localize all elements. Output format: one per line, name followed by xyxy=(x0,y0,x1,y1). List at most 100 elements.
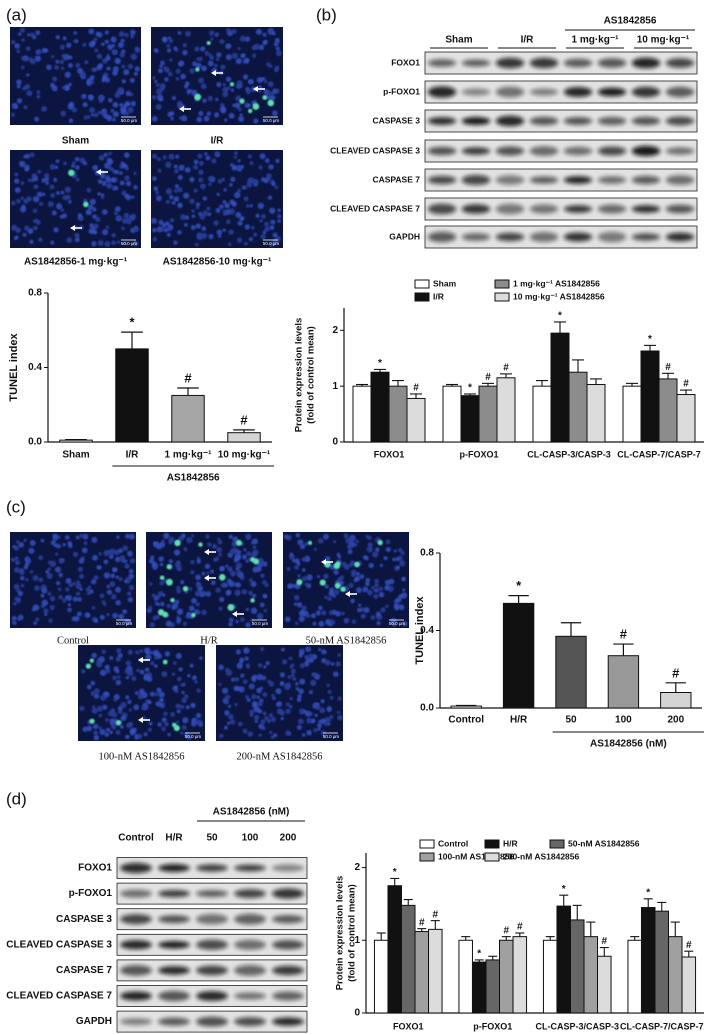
nucleus xyxy=(41,587,48,594)
nucleus xyxy=(327,596,332,601)
nucleus xyxy=(105,225,110,229)
nucleus xyxy=(306,729,312,736)
nucleus xyxy=(350,598,355,604)
blot-band xyxy=(597,116,627,126)
nucleus xyxy=(380,607,386,613)
nucleus xyxy=(60,208,65,212)
nucleus xyxy=(92,214,97,219)
nucleus xyxy=(114,57,121,65)
tunel-positive xyxy=(334,582,341,589)
nucleus xyxy=(259,686,264,690)
blot-band xyxy=(563,146,593,156)
nucleus xyxy=(242,679,248,685)
blot-lane-label: Sham xyxy=(445,35,472,46)
x-tick-label: CL-CASP-7/CASP-7 xyxy=(620,1021,704,1031)
nucleus xyxy=(92,723,99,730)
blot-band xyxy=(196,913,228,925)
nucleus xyxy=(197,719,203,726)
nucleus xyxy=(129,558,136,564)
nucleus xyxy=(280,647,285,652)
arrow-head xyxy=(211,70,216,76)
nucleus xyxy=(226,27,231,33)
nucleus xyxy=(18,32,22,36)
nucleus xyxy=(93,693,100,699)
nucleus xyxy=(139,649,144,654)
nucleus xyxy=(54,165,59,170)
nucleus xyxy=(100,694,107,701)
nucleus xyxy=(155,88,163,95)
nucleus xyxy=(204,152,208,156)
nucleus xyxy=(122,609,128,615)
bar xyxy=(442,385,462,443)
nucleus xyxy=(68,118,74,123)
nucleus xyxy=(89,79,95,85)
blot-band xyxy=(665,116,695,126)
nucleus xyxy=(127,649,133,655)
nucleus xyxy=(194,680,198,684)
nucleus xyxy=(224,118,228,122)
nucleus xyxy=(276,708,283,715)
micrograph: 50.0 μm Control xyxy=(10,532,136,646)
nucleus xyxy=(98,94,104,101)
significance: # xyxy=(620,627,628,642)
nucleus xyxy=(11,226,16,231)
scale-bar-label: 50.0 μm xyxy=(252,621,269,626)
nucleus xyxy=(312,621,317,626)
nucleus xyxy=(395,557,400,562)
nucleus xyxy=(11,615,17,621)
nucleus xyxy=(32,219,37,224)
bar xyxy=(654,910,670,1014)
nucleus xyxy=(206,571,210,575)
nucleus xyxy=(193,159,199,165)
nucleus xyxy=(137,734,143,739)
scale-bar-label: 50.0 μm xyxy=(121,241,138,246)
bar xyxy=(668,936,683,1014)
nucleus xyxy=(250,618,255,623)
blot-band xyxy=(120,889,152,898)
nucleus xyxy=(100,193,105,197)
nucleus xyxy=(50,54,55,59)
nucleus xyxy=(313,547,318,552)
nucleus xyxy=(213,220,219,226)
nucleus xyxy=(36,90,41,95)
nucleus xyxy=(285,708,291,714)
nucleus xyxy=(256,695,260,699)
nucleus xyxy=(217,234,222,238)
nucleus xyxy=(33,225,38,231)
significance: # xyxy=(433,909,439,920)
nucleus xyxy=(191,675,197,681)
nucleus xyxy=(231,52,239,59)
blot-band xyxy=(495,86,525,98)
nucleus xyxy=(375,611,381,617)
nucleus xyxy=(348,582,354,588)
nucleus xyxy=(198,110,204,117)
nucleus xyxy=(294,565,300,570)
nucleus xyxy=(157,590,164,597)
blot-strip xyxy=(424,197,698,221)
nucleus xyxy=(250,225,255,230)
tunel-positive xyxy=(250,556,256,563)
nucleus xyxy=(158,691,165,698)
blot-row-label: CLEAVED CASPASE 7 xyxy=(6,991,112,1002)
nucleus xyxy=(233,151,238,156)
nucleus xyxy=(236,164,242,170)
nucleus xyxy=(60,110,67,117)
tunel-positive xyxy=(162,659,168,665)
nucleus xyxy=(174,184,180,189)
nucleus xyxy=(15,540,20,544)
nucleus xyxy=(297,694,302,699)
nucleus xyxy=(74,232,80,239)
bar xyxy=(478,385,498,443)
nucleus xyxy=(79,705,85,712)
nucleus xyxy=(171,95,177,101)
nucleus xyxy=(207,542,212,547)
arrow-head xyxy=(232,611,237,617)
blot-band xyxy=(120,965,152,976)
nucleus xyxy=(35,49,41,55)
nucleus xyxy=(97,192,101,196)
nucleus xyxy=(183,222,188,227)
y-tick-label: 0 xyxy=(332,437,338,448)
nucleus xyxy=(244,36,251,42)
nucleus xyxy=(26,90,33,97)
nucleus xyxy=(190,702,196,709)
